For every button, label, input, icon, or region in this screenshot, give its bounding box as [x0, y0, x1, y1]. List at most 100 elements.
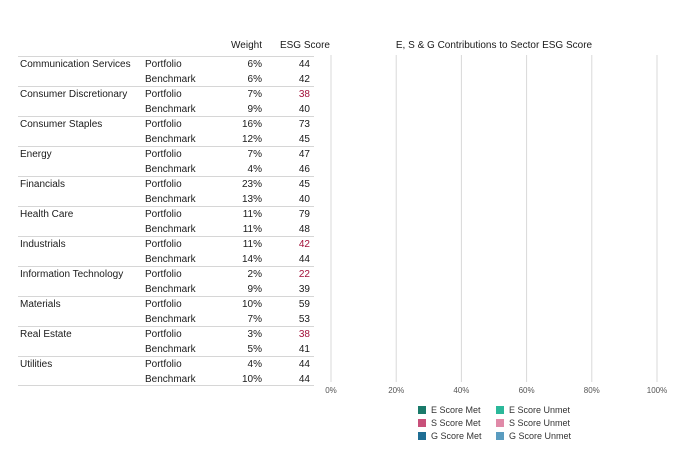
- legend-swatch: [496, 406, 504, 414]
- row-weight: 11%: [242, 209, 262, 220]
- row-type: Portfolio: [145, 179, 182, 190]
- row-type: Benchmark: [145, 134, 196, 145]
- table-row: Portfolio 16% 73: [18, 117, 314, 132]
- row-type: Portfolio: [145, 119, 182, 130]
- table-row: Portfolio 11% 79: [18, 207, 314, 222]
- sector-group: Health Care Portfolio 11% 79 Benchmark 11% 48: [18, 206, 314, 236]
- row-weight: 3%: [247, 329, 262, 340]
- legend-item: G Score Met: [418, 430, 482, 442]
- row-weight: 9%: [247, 284, 262, 295]
- legend-item: S Score Unmet: [496, 417, 570, 429]
- table-row: Portfolio 11% 42: [18, 237, 314, 252]
- legend-label: G Score Unmet: [509, 431, 572, 441]
- row-esg-score: 44: [298, 359, 310, 370]
- sector-name: Financials: [20, 179, 66, 190]
- table-row: Benchmark 6% 42: [18, 72, 314, 87]
- row-weight: 12%: [241, 134, 262, 145]
- sector-group: Industrials Portfolio 11% 42 Benchmark 14% 44: [18, 236, 314, 266]
- row-weight: 2%: [247, 269, 262, 280]
- row-esg-score: 45: [298, 134, 310, 145]
- sector-name: Consumer Staples: [20, 119, 103, 130]
- table-row: Benchmark 11% 48: [18, 222, 314, 237]
- row-type: Portfolio: [145, 209, 182, 220]
- row-weight: 10%: [241, 299, 262, 310]
- row-type: Benchmark: [145, 374, 196, 385]
- table-row: Portfolio 3% 38: [18, 327, 314, 342]
- row-type: Benchmark: [145, 194, 196, 205]
- row-type: Portfolio: [145, 269, 182, 280]
- table-row: Portfolio 2% 22: [18, 267, 314, 282]
- row-esg-score: 48: [298, 224, 310, 235]
- legend-swatch: [496, 432, 504, 440]
- sector-esg-table: Weight ESG Score Communication Services P…: [18, 36, 330, 386]
- row-type: Portfolio: [145, 299, 182, 310]
- legend-swatch: [418, 432, 426, 440]
- row-type: Benchmark: [145, 314, 196, 325]
- legend-label: E Score Unmet: [509, 405, 571, 415]
- x-tick-label: 100%: [647, 386, 667, 395]
- table-row: Portfolio 7% 47: [18, 147, 314, 162]
- legend-label: E Score Met: [431, 405, 481, 415]
- row-weight: 6%: [247, 59, 262, 70]
- sector-name: Utilities: [20, 359, 53, 370]
- sector-group: Real Estate Portfolio 3% 38 Benchmark 5% 41: [18, 326, 314, 356]
- row-esg-score: 47: [298, 149, 310, 160]
- row-esg-score: 38: [298, 329, 310, 340]
- table-row: Portfolio 10% 59: [18, 297, 314, 312]
- row-weight: 7%: [247, 149, 262, 160]
- row-type: Benchmark: [145, 104, 196, 115]
- legend-label: G Score Met: [431, 431, 482, 441]
- sector-group: Materials Portfolio 10% 59 Benchmark 7% 53: [18, 296, 314, 326]
- sector-group: Utilities Portfolio 4% 44 Benchmark 10% 44: [18, 356, 314, 386]
- sector-name: Consumer Discretionary: [20, 89, 128, 100]
- table-row: Benchmark 7% 53: [18, 312, 314, 327]
- legend-item: E Score Met: [418, 404, 481, 416]
- row-esg-score: 44: [298, 59, 310, 70]
- row-esg-score: 41: [298, 344, 310, 355]
- row-type: Benchmark: [145, 224, 196, 235]
- x-tick-label: 40%: [453, 386, 469, 395]
- header-weight: Weight: [231, 40, 262, 51]
- row-type: Portfolio: [145, 329, 182, 340]
- row-esg-score: 53: [298, 314, 310, 325]
- header-esg-score: ESG Score: [279, 40, 330, 51]
- table-row: Benchmark 9% 39: [18, 282, 314, 297]
- legend-item: G Score Unmet: [496, 430, 571, 442]
- table-row: Benchmark 5% 41: [18, 342, 314, 357]
- row-esg-score: 42: [298, 74, 310, 85]
- table-row: Portfolio 6% 44: [18, 57, 314, 72]
- legend-swatch: [418, 406, 426, 414]
- sector-name: Communication Services: [20, 59, 131, 70]
- row-weight: 7%: [247, 314, 262, 325]
- row-esg-score: 42: [298, 239, 310, 250]
- row-weight: 7%: [247, 89, 262, 100]
- sector-name: Real Estate: [20, 329, 72, 340]
- sector-group: Financials Portfolio 23% 45 Benchmark 13% 40: [18, 176, 314, 206]
- sector-rows: Communication Services Portfolio 6% 44 Bench…: [18, 56, 314, 386]
- legend-swatch: [496, 419, 504, 427]
- sector-group: Consumer Staples Portfolio 16% 73 Benchmark 1…: [18, 116, 314, 146]
- table-row: Benchmark 10% 44: [18, 372, 314, 387]
- sector-group: Communication Services Portfolio 6% 44 Bench…: [18, 56, 314, 86]
- sector-name: Health Care: [20, 209, 74, 220]
- row-esg-score: 40: [298, 104, 310, 115]
- legend-label: S Score Unmet: [509, 418, 571, 428]
- row-weight: 4%: [247, 359, 262, 370]
- row-type: Portfolio: [145, 239, 182, 250]
- row-weight: 14%: [241, 254, 262, 265]
- row-weight: 10%: [241, 374, 262, 385]
- table-row: Benchmark 14% 44: [18, 252, 314, 267]
- row-esg-score: 38: [298, 89, 310, 100]
- table-row: Benchmark 12% 45: [18, 132, 314, 147]
- row-weight: 11%: [242, 224, 262, 235]
- sector-name: Energy: [20, 149, 52, 160]
- row-esg-score: 22: [298, 269, 310, 280]
- x-tick-label: 0%: [325, 386, 337, 395]
- sector-name: Materials: [20, 299, 61, 310]
- sector-name: Industrials: [20, 239, 66, 250]
- chart-title: E, S & G Contributions to Sector ESG Sco…: [395, 40, 593, 51]
- row-esg-score: 59: [298, 299, 310, 310]
- table-header: Weight ESG Score: [18, 36, 330, 56]
- row-type: Portfolio: [145, 359, 182, 370]
